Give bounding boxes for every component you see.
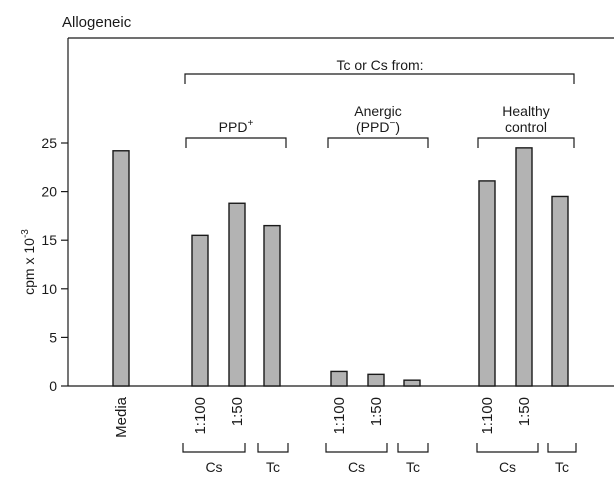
y-tick-label-0: 0 <box>49 378 57 394</box>
y-tick-label-5: 25 <box>41 135 57 151</box>
sub-bracket-5 <box>547 443 577 453</box>
bar-2 <box>228 202 246 387</box>
top-bracket-label: Tc or Cs from: <box>336 57 423 73</box>
bar-9 <box>551 195 569 387</box>
x-tick-label-5: 1:50 <box>368 397 385 426</box>
y-tick-label-2: 10 <box>41 281 57 297</box>
group-anergic-label: Anergic <box>354 103 401 119</box>
sub-bracket-label-1: Tc <box>266 459 280 475</box>
sub-bracket-label-0: Cs <box>205 459 222 475</box>
bar-4 <box>330 370 348 387</box>
group-anergic: Anergic (PPD−) <box>327 103 429 148</box>
group-ppd-positive-label: PPD+ <box>219 118 254 135</box>
sub-bracket-2 <box>325 443 388 453</box>
y-tick-label-4: 20 <box>41 184 57 200</box>
bar-8 <box>515 147 533 387</box>
bar-3 <box>263 224 281 387</box>
bar-7 <box>478 180 496 387</box>
sub-bracket-label-2: Cs <box>348 459 365 475</box>
bars <box>112 147 569 387</box>
top-bracket: Tc or Cs from: <box>184 57 575 84</box>
x-axis-labels: Media 1:100 1:50 1:100 1:50 1:100 1:50 <box>113 396 533 438</box>
x-tick-label-0: Media <box>113 396 130 438</box>
sub-bracket-0 <box>182 443 246 453</box>
group-anergic-label-line2: (PPD−) <box>356 118 400 135</box>
sub-brackets: Cs Tc Cs Tc Cs Tc <box>182 443 577 475</box>
sub-bracket-label-5: Tc <box>555 459 569 475</box>
sub-bracket-4 <box>476 443 539 453</box>
bar-1 <box>191 234 209 387</box>
bar-6 <box>403 379 421 387</box>
y-axis-label-text: cpm x 10 <box>21 238 37 295</box>
group-healthy-control: Healthy control <box>477 103 575 148</box>
group-ppd-positive: PPD+ <box>185 118 287 148</box>
sub-bracket-3 <box>397 443 429 453</box>
x-tick-label-2: 1:50 <box>229 397 246 426</box>
y-axis-label-exponent: -3 <box>20 229 31 238</box>
bar-0 <box>112 150 130 387</box>
y-axis-label: cpm x 10-3 <box>20 229 37 295</box>
sub-bracket-label-4: Cs <box>499 459 516 475</box>
y-axis-ticks: 0 5 10 15 20 25 <box>41 135 68 394</box>
x-tick-label-4: 1:100 <box>331 397 348 435</box>
x-tick-label-7: 1:100 <box>479 397 496 435</box>
bar-5 <box>367 373 385 387</box>
y-tick-label-3: 15 <box>41 232 57 248</box>
x-tick-label-8: 1:50 <box>516 397 533 426</box>
x-tick-label-1: 1:100 <box>192 397 209 435</box>
group-healthy-label: Healthy <box>502 103 549 119</box>
sub-bracket-label-3: Tc <box>406 459 420 475</box>
y-tick-label-1: 5 <box>49 329 57 345</box>
chart-title: Allogeneic <box>62 14 132 31</box>
sub-bracket-1 <box>257 443 289 453</box>
group-healthy-label-line2: control <box>505 119 547 135</box>
